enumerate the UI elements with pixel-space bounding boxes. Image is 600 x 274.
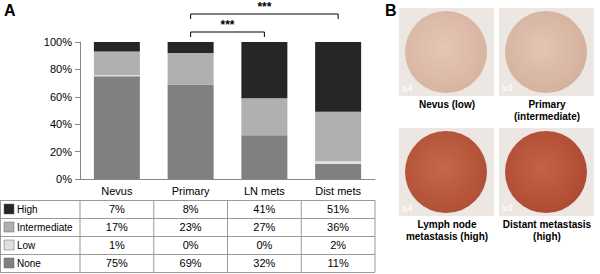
svg-text:0%: 0% <box>183 239 199 251</box>
svg-text:Low: Low <box>17 240 36 251</box>
svg-text:40%: 40% <box>50 118 72 130</box>
svg-text:36%: 36% <box>327 221 349 233</box>
svg-text:51%: 51% <box>327 203 349 215</box>
svg-text:Primary: Primary <box>172 185 210 197</box>
html-text:Primary (intermediate): Primary (intermediate) <box>513 99 581 122</box>
svg-text:None: None <box>17 258 41 269</box>
svg-text:17%: 17% <box>106 221 128 233</box>
svg-text:2%: 2% <box>330 239 346 251</box>
svg-text:23%: 23% <box>180 221 202 233</box>
html-text:x4: x4 <box>502 83 513 94</box>
svg-text:20%: 20% <box>50 146 72 158</box>
svg-text:0%: 0% <box>56 173 72 185</box>
html-text:x4: x4 <box>402 203 413 214</box>
svg-text:***: *** <box>257 0 271 14</box>
html-text:Nevus (low): Nevus (low) <box>418 99 476 110</box>
svg-text:Dist mets: Dist mets <box>315 185 361 197</box>
svg-text:100%: 100% <box>44 36 72 48</box>
svg-text:1%: 1% <box>109 239 125 251</box>
svg-text:75%: 75% <box>106 257 128 269</box>
svg-text:32%: 32% <box>253 257 275 269</box>
html-text:Lymph node metastasis (high): Lymph node metastasis (high) <box>405 219 489 242</box>
svg-text:Nevus: Nevus <box>101 185 133 197</box>
svg-text:High: High <box>17 204 38 215</box>
svg-text:41%: 41% <box>253 203 275 215</box>
svg-text:A: A <box>4 2 16 19</box>
html-text:x4: x4 <box>502 203 513 214</box>
svg-text:27%: 27% <box>253 221 275 233</box>
svg-text:0%: 0% <box>256 239 272 251</box>
svg-text:11%: 11% <box>328 257 349 269</box>
svg-text:69%: 69% <box>180 257 202 269</box>
svg-text:***: *** <box>220 18 234 32</box>
svg-text:Intermediate: Intermediate <box>17 222 73 233</box>
svg-text:80%: 80% <box>50 63 72 75</box>
svg-text:7%: 7% <box>109 203 125 215</box>
svg-text:LN mets: LN mets <box>244 185 285 197</box>
svg-text:8%: 8% <box>183 203 199 215</box>
html-text:B: B <box>385 2 397 19</box>
svg-text:60%: 60% <box>50 91 72 103</box>
html-text:Distant metastasis (high): Distant metastasis (high) <box>502 219 592 242</box>
html-text:x4: x4 <box>402 83 413 94</box>
